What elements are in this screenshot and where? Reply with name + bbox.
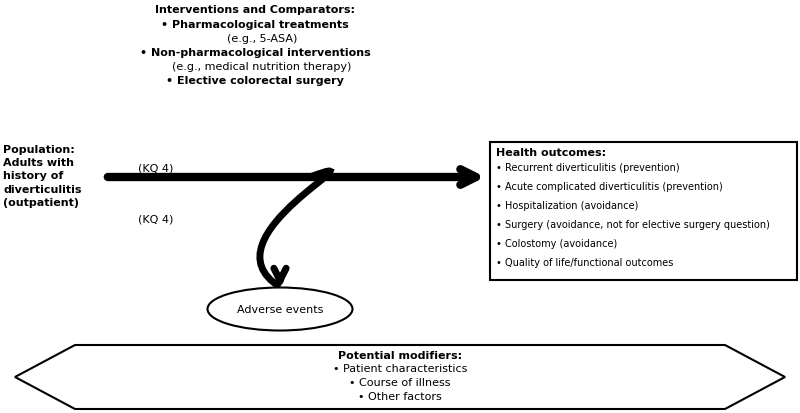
Text: Interventions and Comparators:: Interventions and Comparators: — [155, 5, 355, 15]
Text: • Hospitalization (avoidance): • Hospitalization (avoidance) — [496, 201, 638, 211]
Text: Health outcomes:: Health outcomes: — [496, 147, 606, 158]
Text: • Course of illness: • Course of illness — [350, 377, 450, 387]
Text: Potential modifiers:: Potential modifiers: — [338, 350, 462, 360]
Text: Population:
Adults with
history of
diverticulitis
(outpatient): Population: Adults with history of diver… — [3, 145, 82, 207]
Text: (KQ 4): (KQ 4) — [138, 164, 174, 173]
FancyBboxPatch shape — [490, 142, 797, 280]
Text: Adverse events: Adverse events — [237, 304, 323, 314]
Text: • Quality of life/functional outcomes: • Quality of life/functional outcomes — [496, 257, 674, 267]
Text: • Pharmacological treatments: • Pharmacological treatments — [161, 20, 349, 30]
Text: • Other factors: • Other factors — [358, 391, 442, 401]
Text: • Elective colorectal surgery: • Elective colorectal surgery — [166, 76, 344, 86]
Text: • Colostomy (avoidance): • Colostomy (avoidance) — [496, 238, 618, 248]
Polygon shape — [15, 345, 785, 409]
Text: (KQ 4): (KQ 4) — [138, 214, 174, 224]
Text: • Surgery (avoidance, not for elective surgery question): • Surgery (avoidance, not for elective s… — [496, 219, 770, 230]
Text: • Recurrent diverticulitis (prevention): • Recurrent diverticulitis (prevention) — [496, 163, 680, 173]
Ellipse shape — [207, 288, 353, 331]
Text: (e.g., medical nutrition therapy): (e.g., medical nutrition therapy) — [158, 62, 352, 72]
Text: (e.g., 5-ASA): (e.g., 5-ASA) — [213, 34, 297, 44]
Text: • Non-pharmacological interventions: • Non-pharmacological interventions — [140, 48, 370, 58]
Text: • Acute complicated diverticulitis (prevention): • Acute complicated diverticulitis (prev… — [496, 182, 722, 192]
Text: • Patient characteristics: • Patient characteristics — [333, 363, 467, 373]
